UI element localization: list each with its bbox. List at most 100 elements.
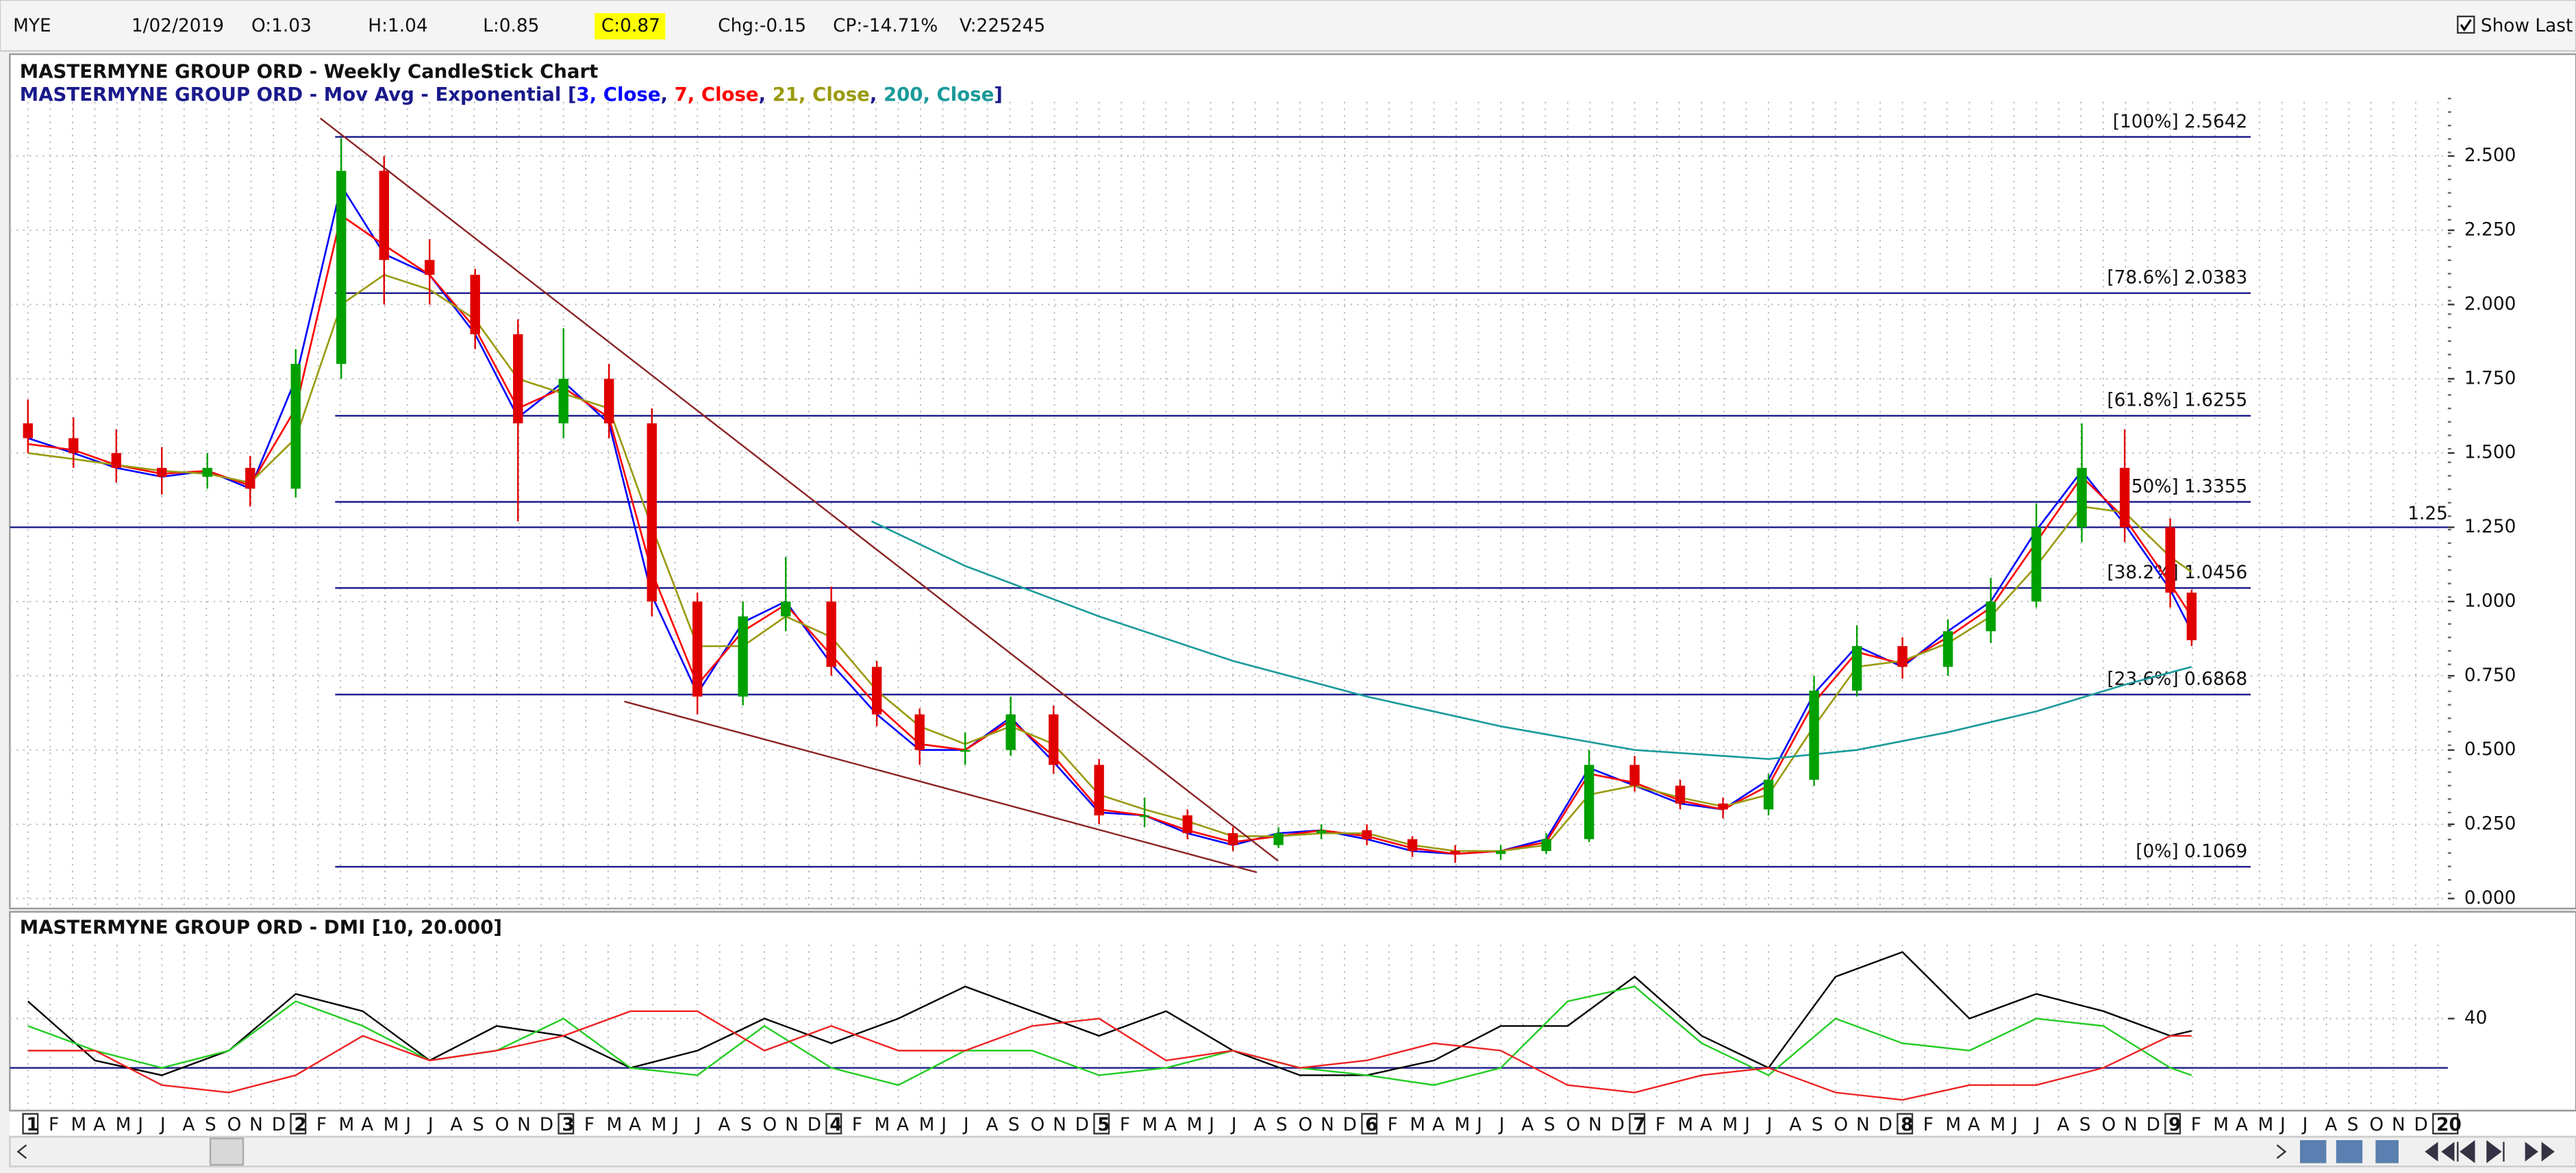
close: C:0.87 xyxy=(601,16,660,36)
x-tick-label: O xyxy=(2101,1115,2116,1135)
checkmark xyxy=(2460,18,2472,32)
ema-line xyxy=(27,214,2192,855)
candle-body xyxy=(1897,645,1908,667)
x-tick-label: 20 xyxy=(2436,1115,2462,1135)
x-tick-label: F xyxy=(584,1115,595,1135)
x-tick-label: J xyxy=(2034,1115,2040,1135)
x-tick-label: 9 xyxy=(2168,1115,2181,1135)
x-tick-label: J xyxy=(672,1115,679,1135)
nav-button[interactable] xyxy=(2300,1140,2327,1163)
x-tick-label: M xyxy=(71,1115,87,1135)
candle-body xyxy=(692,601,703,697)
plot-layer: [100%] 2.5642 [78.6%] 2.0383 [61.8%] 1.625… xyxy=(10,112,2448,1101)
x-tick-label: F xyxy=(2191,1115,2201,1135)
candle-body xyxy=(647,423,657,602)
x-tick-label: A xyxy=(629,1115,641,1135)
x-tick-label: A xyxy=(1164,1115,1177,1135)
legend-text: 200, Close xyxy=(884,83,994,106)
x-tick-label: S xyxy=(205,1115,216,1135)
trend-line xyxy=(319,117,1279,862)
candle-body xyxy=(914,714,925,750)
x-tick-label: A xyxy=(1521,1115,1534,1135)
x-tick-label: S xyxy=(1544,1115,1555,1135)
legend-text: , xyxy=(870,83,884,106)
x-tick-label: A xyxy=(450,1115,462,1135)
x-tick-label: A xyxy=(718,1115,730,1135)
x-tick-label: J xyxy=(2011,1115,2018,1135)
candle-body xyxy=(2165,527,2175,593)
nav-button[interactable] xyxy=(2457,1140,2475,1163)
candle-body xyxy=(23,423,33,439)
x-tick-label: 6 xyxy=(1365,1115,1377,1135)
x-tick-label: M xyxy=(384,1115,399,1135)
y-tick-label: 0.000 xyxy=(2464,888,2516,909)
candle-body xyxy=(157,467,167,477)
x-tick-label: D xyxy=(272,1115,286,1135)
x-tick-label: J xyxy=(2301,1115,2308,1135)
x-tick-label: M xyxy=(1142,1115,1158,1135)
fib-label: [23.6%] 0.6868 xyxy=(2107,669,2247,690)
candle-body xyxy=(1094,765,1104,816)
scrollbar[interactable] xyxy=(9,1136,2576,1168)
x-tick-label: O xyxy=(227,1115,242,1135)
x-tick-label: M xyxy=(116,1115,132,1135)
change-percent: CP:-14.71% xyxy=(833,16,938,36)
candle-body xyxy=(202,467,212,477)
x-tick-label: O xyxy=(495,1115,510,1135)
x-tick-label: N xyxy=(2124,1115,2138,1135)
x-tick-label: D xyxy=(1075,1115,1089,1135)
x-tick-label: N xyxy=(1321,1115,1334,1135)
legend-text: , xyxy=(759,83,773,106)
nav-button[interactable] xyxy=(2525,1141,2555,1162)
x-tick-label: F xyxy=(852,1115,862,1135)
show-last-checkbox[interactable] xyxy=(2457,15,2475,34)
candle-body xyxy=(1584,765,1595,839)
x-tick-label: J xyxy=(136,1115,143,1135)
scroll-thumb[interactable] xyxy=(209,1137,245,1166)
scroll-left[interactable] xyxy=(16,1144,27,1159)
x-tick-label: S xyxy=(2079,1115,2091,1135)
horizontal-line-label: 1.25 xyxy=(2408,504,2448,524)
x-tick-label: M xyxy=(1723,1115,1738,1135)
x-tick-label: 3 xyxy=(562,1115,574,1135)
x-tick-label: J xyxy=(1230,1115,1237,1135)
x-tick-label: D xyxy=(808,1115,821,1135)
x-tick-label: D xyxy=(1879,1115,1892,1135)
scroll-right[interactable] xyxy=(2276,1144,2287,1159)
year-box xyxy=(22,1113,39,1135)
candle-body xyxy=(1495,851,1506,854)
nav-button[interactable] xyxy=(2486,1140,2505,1163)
show-last-label[interactable]: Show Last xyxy=(2481,16,2573,36)
low: L:0.85 xyxy=(483,16,539,36)
x-tick-label: J xyxy=(1498,1115,1505,1135)
candle-body xyxy=(379,171,389,260)
year-box xyxy=(2432,1113,2459,1135)
header-bar xyxy=(0,0,2576,52)
symbol: MYE xyxy=(13,16,51,36)
x-tick-label: D xyxy=(1343,1115,1357,1135)
candle-body xyxy=(603,378,614,423)
dmi-line xyxy=(27,985,2192,1086)
nav-buttons xyxy=(2300,1140,2555,1163)
high: H:1.04 xyxy=(368,16,427,36)
y-tick-label: 0.750 xyxy=(2464,665,2516,686)
x-tick-label: F xyxy=(1923,1115,1934,1135)
candle-body xyxy=(2186,592,2197,641)
change: Chg:-0.15 xyxy=(718,16,806,36)
x-tick-label: A xyxy=(361,1115,373,1135)
year-box xyxy=(1093,1113,1110,1135)
x-tick-label: J xyxy=(962,1115,969,1135)
x-tick-label: F xyxy=(316,1115,327,1135)
nav-button[interactable] xyxy=(2375,1140,2399,1163)
year-box xyxy=(1361,1113,1378,1135)
x-tick-label: D xyxy=(2414,1115,2428,1135)
nav-button[interactable] xyxy=(2425,1141,2455,1162)
year-box xyxy=(1897,1113,1914,1135)
x-tick-label: M xyxy=(1455,1115,1471,1135)
nav-button[interactable] xyxy=(2336,1140,2363,1163)
candle-body xyxy=(513,334,523,423)
chart-title: MASTERMYNE GROUP ORD - Weekly CandleStic… xyxy=(20,60,599,83)
fib-label: [50%] 1.3355 xyxy=(2124,476,2247,497)
x-tick-label: N xyxy=(1588,1115,1602,1135)
